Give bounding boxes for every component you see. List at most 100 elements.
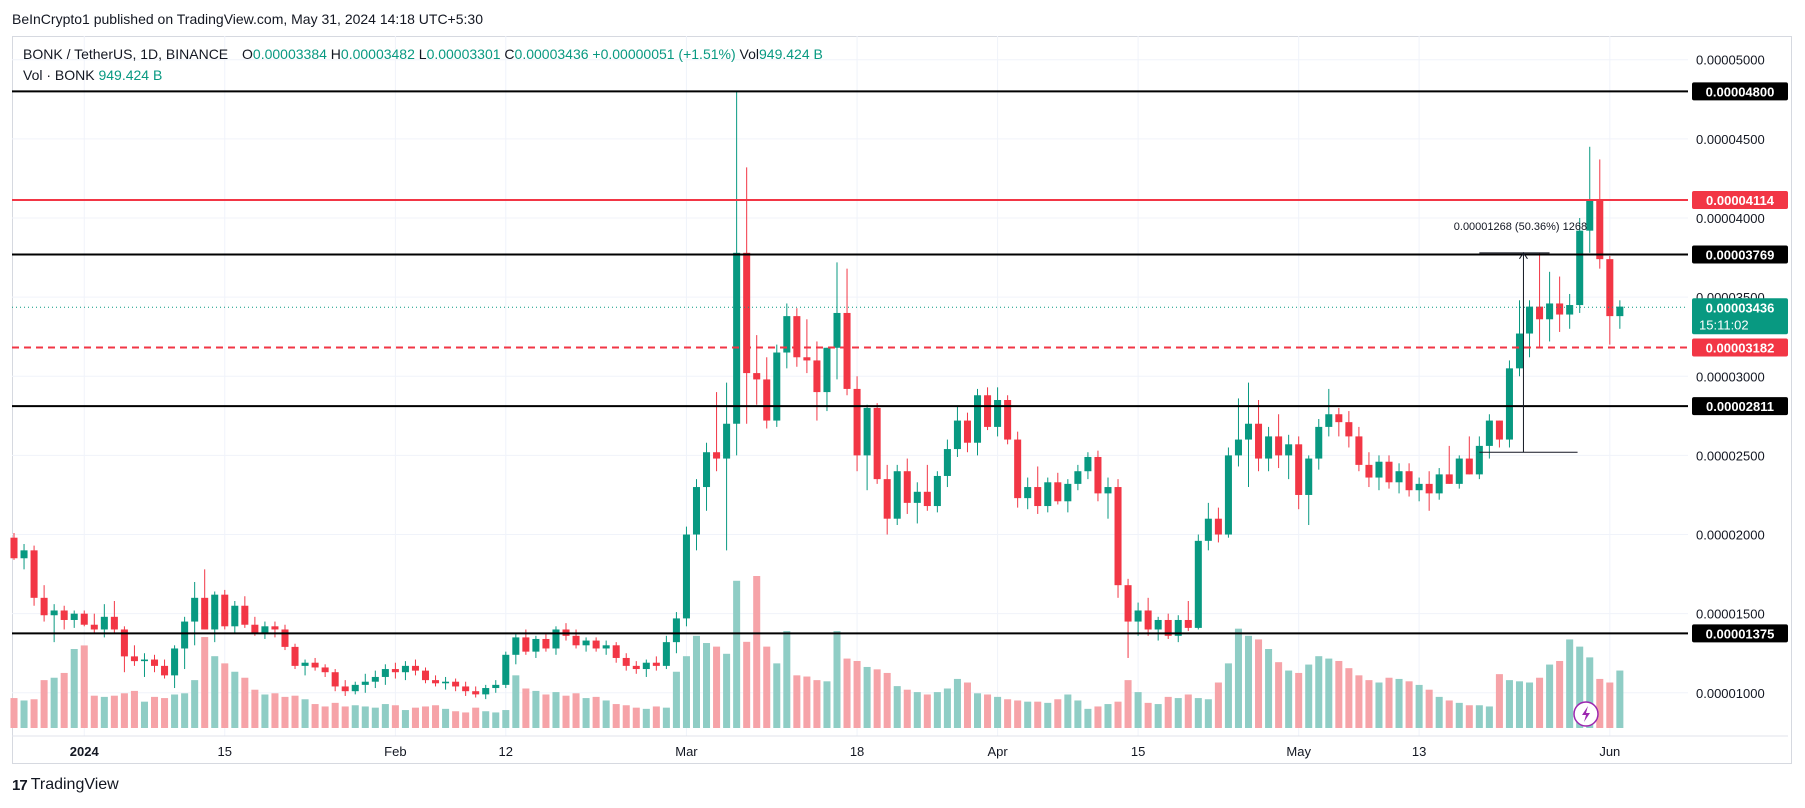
volume-bar: [150, 696, 159, 728]
volume-bar: [1355, 675, 1363, 728]
volume-bar: [361, 706, 369, 728]
candle-body: [1255, 423, 1263, 459]
candle: [90, 613, 98, 633]
legend-low-value: 0.00003301: [426, 46, 501, 62]
volume-bar: [692, 635, 701, 728]
volume-bar: [70, 649, 78, 728]
volume-bar: [331, 702, 339, 728]
volume-bar: [281, 696, 289, 728]
volume-bar: [130, 690, 138, 728]
candle-body: [773, 352, 781, 421]
x-tick-label: Mar: [675, 744, 698, 759]
volume-bars: [10, 576, 1624, 728]
candle: [1505, 360, 1513, 448]
candle: [1204, 502, 1212, 551]
candle-body: [1204, 518, 1212, 541]
candle: [150, 654, 159, 673]
candle-body: [502, 654, 510, 685]
time-axis[interactable]: 2024 15 Feb 12 Mar 18 Apr 15 May 13 Jun: [12, 735, 1788, 759]
volume-bar: [311, 704, 319, 728]
volume-bar: [1606, 682, 1614, 728]
volume-bar: [1285, 670, 1293, 728]
candle: [181, 616, 189, 670]
candle-body: [411, 665, 419, 671]
candle-body: [1194, 540, 1202, 628]
candle: [321, 664, 329, 677]
candle: [803, 319, 811, 374]
volume-bar: [923, 694, 931, 728]
level-tag-label: 0.00003182: [1706, 340, 1775, 355]
volume-bar: [1345, 668, 1353, 728]
volume-bar: [1335, 660, 1343, 728]
candle-body: [703, 452, 711, 488]
candle: [50, 604, 58, 643]
candle: [632, 661, 640, 674]
chart-icons[interactable]: [1573, 701, 1599, 727]
candle: [512, 634, 520, 665]
candle-body: [1546, 303, 1554, 320]
candle-body: [973, 395, 982, 443]
volume-bar: [1054, 699, 1062, 728]
volume-bar: [1295, 672, 1303, 728]
candle-body: [1335, 414, 1343, 423]
volume-bar: [743, 641, 751, 728]
candle: [823, 347, 831, 412]
legend-change: +0.00000051 (+1.51%): [592, 46, 736, 62]
volume-bar: [662, 707, 670, 728]
volume-bar: [462, 712, 470, 728]
candle-body: [341, 686, 349, 692]
candle: [401, 661, 409, 681]
volume-bar: [592, 696, 600, 728]
candle: [1405, 463, 1413, 497]
volume-bar: [903, 689, 911, 728]
volume-bar: [522, 688, 530, 728]
price-tags: 0.00004800 0.00004114 0.00003769 0.00003182…: [1692, 82, 1788, 643]
candle: [281, 624, 289, 651]
candle-body: [833, 312, 841, 348]
level-tag-label: 0.00004800: [1706, 84, 1775, 99]
candle: [191, 582, 199, 646]
candle-body: [923, 491, 931, 507]
volume-bar: [241, 677, 249, 728]
candle: [883, 464, 891, 535]
candle-body: [1074, 471, 1082, 484]
volume-bar: [1214, 682, 1222, 728]
x-tick-label: May: [1286, 744, 1311, 759]
price-axis[interactable]: 0.00001000 0.00001500 0.00002000 0.00002500…: [1696, 53, 1765, 701]
candle: [682, 526, 690, 627]
volume-bar: [713, 646, 721, 728]
volume-bar: [1224, 663, 1232, 728]
lightning-icon[interactable]: [1573, 701, 1599, 727]
volume-bar: [442, 708, 450, 728]
last-price-value: 0.00003436: [1706, 300, 1775, 315]
volume-bar: [1526, 682, 1534, 728]
candle-body: [843, 312, 851, 389]
candle: [80, 610, 88, 627]
candle: [1124, 578, 1132, 658]
y-tick-label: 0.00005000: [1696, 53, 1765, 68]
footer-brand[interactable]: 17 TradingView: [12, 776, 119, 794]
candle-body: [452, 681, 460, 687]
volume-bar: [181, 693, 189, 728]
volume-bar: [703, 643, 711, 728]
level-tag-bg: [1692, 245, 1788, 264]
candle-body: [191, 597, 199, 622]
volume-bar: [120, 693, 128, 728]
volume-bar: [171, 694, 179, 728]
last-price-countdown: 15:11:02: [1699, 317, 1749, 332]
candle-body: [1425, 483, 1433, 494]
volume-bar: [953, 678, 961, 728]
candle: [411, 659, 419, 676]
candle: [1044, 477, 1052, 513]
volume-bar: [833, 631, 841, 728]
candle: [1144, 597, 1152, 636]
legend-symbol[interactable]: BONK / TetherUS, 1D, BINANCE: [23, 46, 229, 62]
volume-bar: [381, 704, 389, 728]
candle-body: [1154, 619, 1162, 630]
candle-body: [1536, 306, 1544, 320]
candle: [1004, 395, 1012, 445]
candle: [1445, 445, 1453, 484]
candles: [10, 91, 1624, 700]
legend-volume-label[interactable]: Vol · BONK: [23, 67, 95, 83]
